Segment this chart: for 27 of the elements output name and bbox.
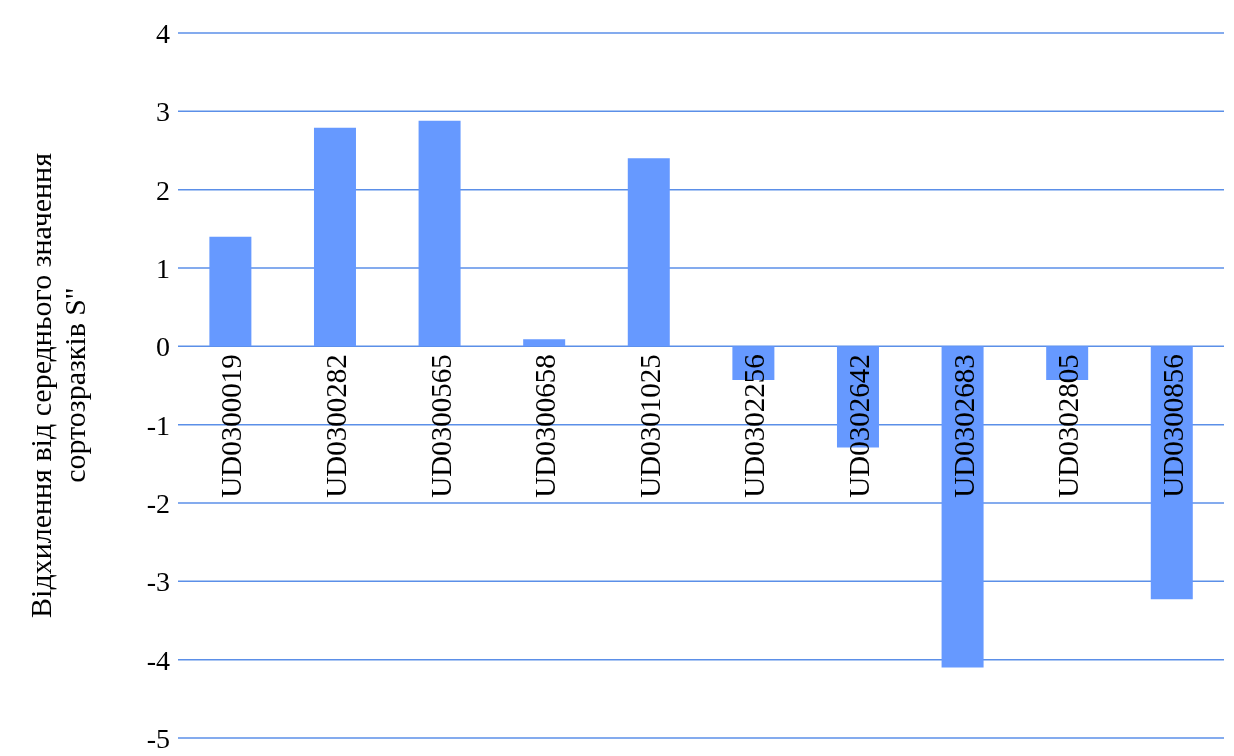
y-tick-label: 1	[156, 252, 170, 284]
y-tick-label: 0	[156, 331, 170, 363]
x-tick-label: UD0300658	[529, 354, 562, 498]
y-tick-label: -2	[146, 487, 170, 519]
bar	[941, 346, 984, 668]
x-tick-label: UD0300019	[215, 354, 248, 498]
x-tick-label: UD0300282	[319, 354, 352, 498]
y-tick-label: -5	[146, 722, 170, 754]
x-tick-label: UD0301025	[633, 354, 666, 498]
bar	[418, 120, 461, 347]
x-tick-label: UD0302683	[947, 354, 980, 498]
y-tick-label: 3	[156, 96, 170, 128]
y-tick-label: 2	[156, 174, 170, 206]
y-tick-label: -4	[146, 644, 170, 676]
bar	[627, 158, 670, 347]
x-tick-label: UD0302256	[738, 354, 771, 498]
y-tick-label: -1	[146, 409, 170, 441]
x-tick-label: UD0300565	[424, 354, 457, 498]
x-tick-label: UD0302805	[1052, 354, 1085, 498]
y-tick-label: 4	[156, 17, 170, 49]
y-tick-label: -3	[146, 566, 170, 598]
x-tick-label: UD0300856	[1156, 354, 1189, 498]
bar	[209, 236, 252, 347]
x-tick-label: UD0302642	[842, 354, 875, 498]
bar	[523, 339, 566, 347]
y-axis-title: Відхилення від середнього значення сортозразків S''	[24, 152, 91, 618]
bar	[313, 127, 356, 347]
